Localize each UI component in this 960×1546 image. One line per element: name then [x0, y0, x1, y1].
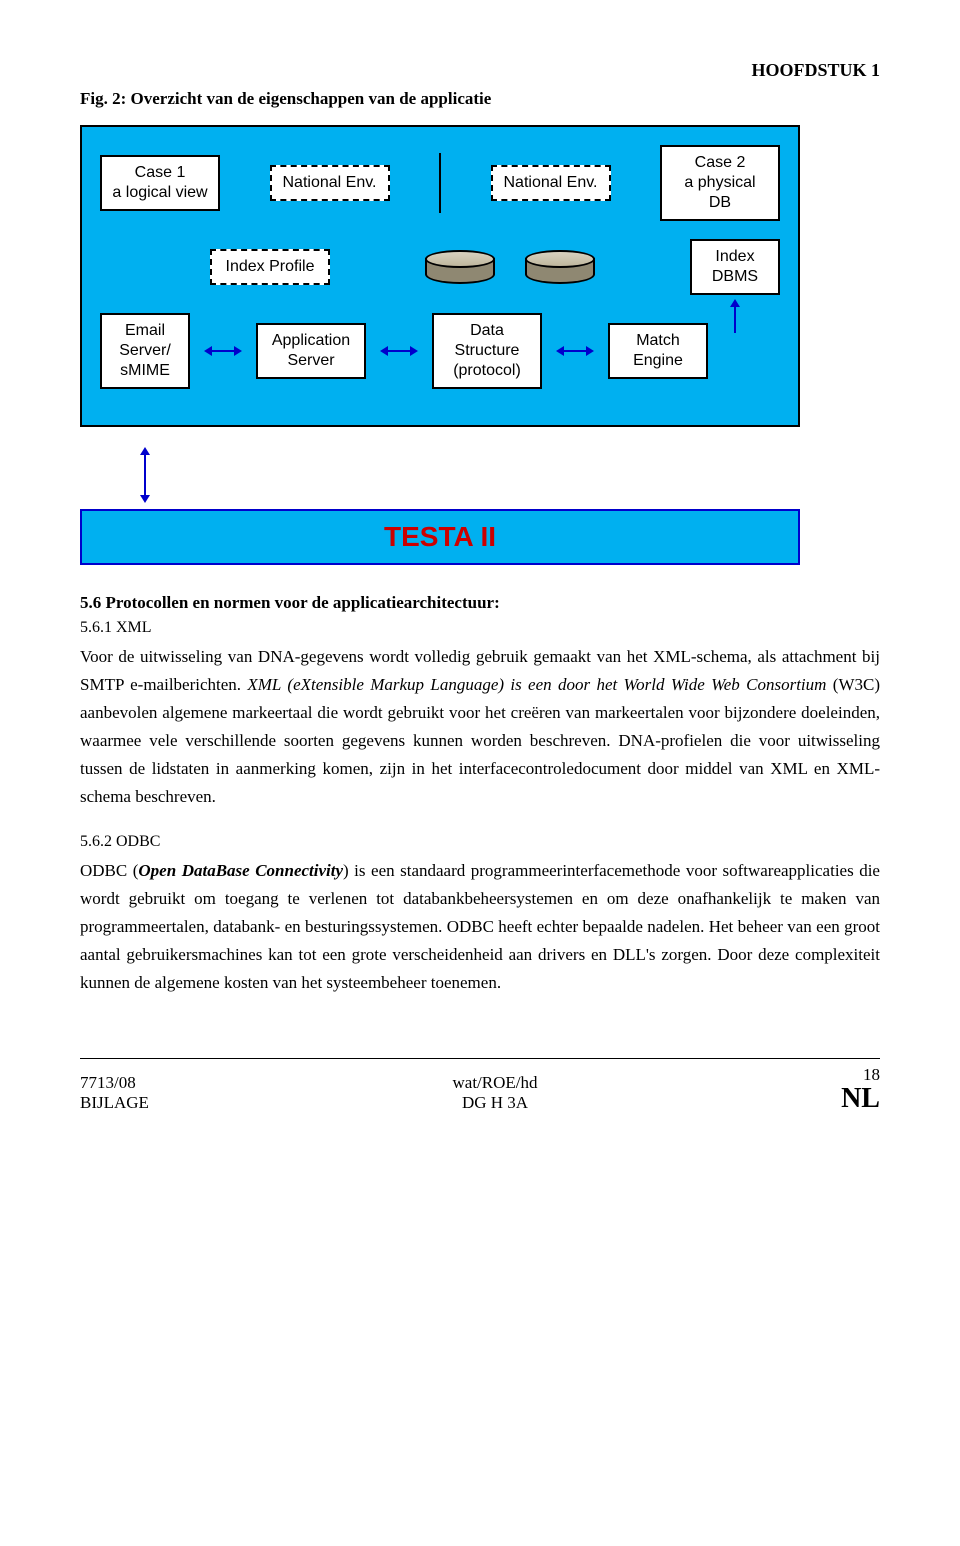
box-case1: Case 1 a logical view — [100, 155, 220, 211]
heading-5-6-2: 5.6.2 ODBC — [80, 833, 880, 851]
box-national-env-2: National Env. — [491, 165, 611, 201]
footer-page-number: 18 — [841, 1065, 880, 1085]
box-data-structure: Data Structure (protocol) — [432, 313, 542, 389]
arrow-bidir-icon — [204, 346, 242, 356]
paragraph-odbc: ODBC (Open DataBase Connectivity) is een… — [80, 857, 880, 997]
divider-vertical — [439, 153, 441, 213]
box-application-server: Application Server — [256, 323, 366, 379]
page-footer: 7713/08 BIJLAGE wat/ROE/hd DG H 3A 18 NL — [80, 1058, 880, 1113]
box-match-engine: Match Engine — [608, 323, 708, 379]
arrow-up-icon — [730, 299, 740, 333]
box-case2: Case 2 a physical DB — [660, 145, 780, 221]
footer-bijlage: BIJLAGE — [80, 1093, 149, 1113]
heading-5-6: 5.6 Protocollen en normen voor de applic… — [80, 593, 880, 613]
arrow-bidir-icon — [556, 346, 594, 356]
cylinder-icon — [420, 250, 500, 284]
footer-doc-number: 7713/08 — [80, 1073, 149, 1093]
box-index-profile: Index Profile — [210, 249, 330, 285]
box-national-env-1: National Env. — [270, 165, 390, 201]
arrow-bidir-vertical-icon — [140, 447, 150, 503]
testa-box: TESTA II — [80, 509, 800, 565]
box-index-dbms: Index DBMS — [690, 239, 780, 295]
footer-center-2: DG H 3A — [453, 1093, 538, 1113]
cylinder-icon — [520, 250, 600, 284]
architecture-diagram: Case 1 a logical view National Env. Nati… — [80, 125, 800, 427]
footer-center-1: wat/ROE/hd — [453, 1073, 538, 1093]
box-email-smime: Email Server/ sMIME — [100, 313, 190, 389]
figure-caption: Fig. 2: Overzicht van de eigenschappen v… — [80, 89, 880, 109]
arrow-bidir-icon — [380, 346, 418, 356]
paragraph-xml: Voor de uitwisseling van DNA-gegevens wo… — [80, 643, 880, 811]
chapter-header: HOOFDSTUK 1 — [80, 60, 880, 81]
heading-5-6-1: 5.6.1 XML — [80, 619, 880, 637]
footer-language: NL — [841, 1085, 880, 1113]
